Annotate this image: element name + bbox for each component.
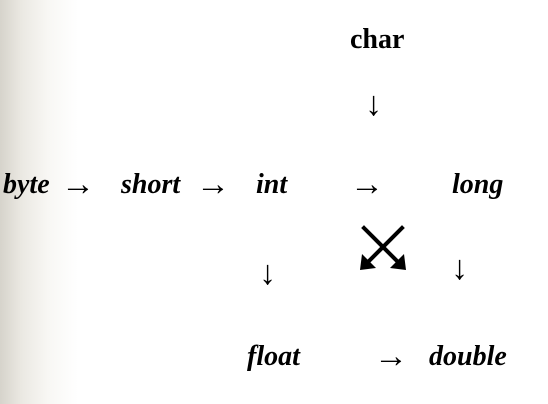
arrow-long-to-float — [363, 225, 405, 267]
arrowhead-int-to-double — [390, 254, 406, 270]
node-short: short — [121, 169, 181, 200]
arrow-long-to-double: ↓ — [451, 250, 468, 287]
node-float: float — [247, 341, 300, 372]
node-double: double — [429, 341, 507, 372]
arrow-int-to-long: → — [350, 166, 384, 203]
crossed-diagonal-arrows-icon — [360, 225, 406, 270]
arrow-float-to-double: → — [374, 338, 408, 375]
arrow-byte-to-short: → — [61, 166, 95, 203]
arrow-short-to-int: → — [196, 166, 230, 203]
arrowhead-long-to-float — [360, 254, 376, 270]
node-long: long — [452, 169, 504, 200]
node-byte: byte — [3, 169, 50, 200]
node-char: char — [350, 24, 405, 55]
arrow-char-to-int-line: ↓ — [365, 86, 382, 123]
node-int: int — [256, 169, 288, 200]
arrow-int-to-float: ↓ — [259, 255, 276, 292]
